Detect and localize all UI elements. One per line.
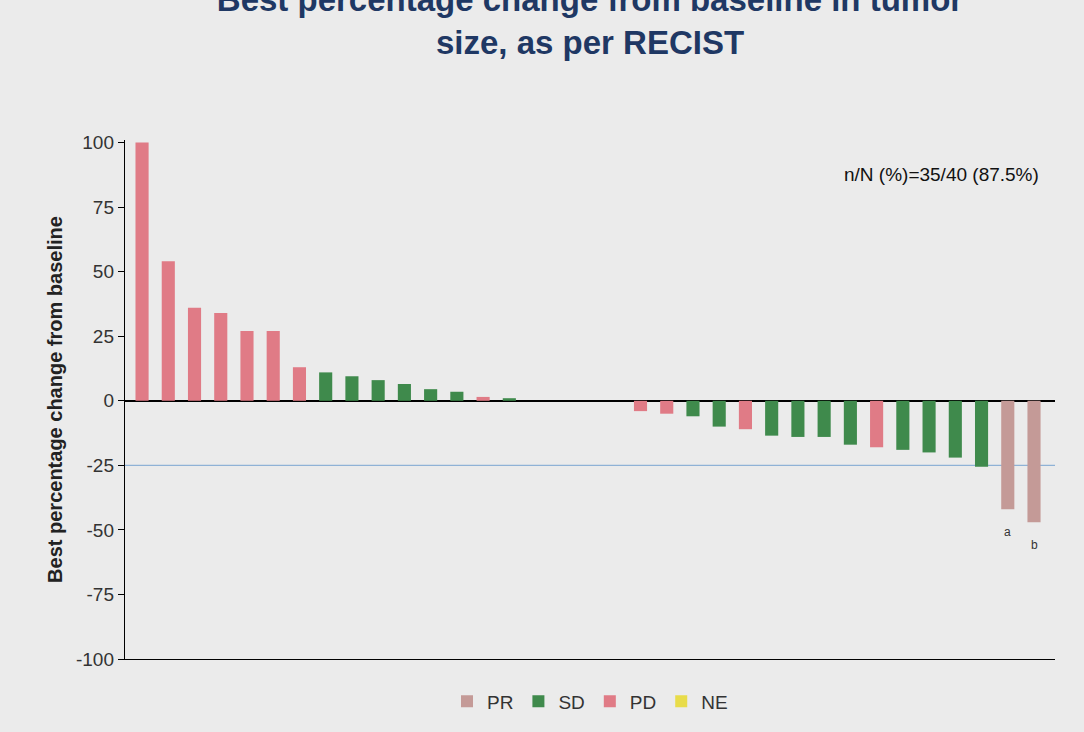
- svg-text:75: 75: [93, 197, 114, 218]
- svg-text:SD: SD: [558, 692, 584, 713]
- svg-text:-25: -25: [87, 455, 114, 476]
- svg-text:a: a: [1004, 525, 1011, 539]
- svg-text:50: 50: [93, 261, 114, 282]
- svg-text:PR: PR: [487, 692, 513, 713]
- svg-text:-50: -50: [87, 520, 114, 541]
- svg-text:-100: -100: [76, 649, 114, 670]
- svg-text:n/N (%)=35/40 (87.5%): n/N (%)=35/40 (87.5%): [844, 164, 1039, 185]
- svg-text:Best percentage change from ba: Best percentage change from baseline: [44, 216, 66, 583]
- svg-text:b: b: [1031, 538, 1038, 552]
- svg-text:NE: NE: [701, 692, 727, 713]
- svg-text:PD: PD: [630, 692, 656, 713]
- svg-text:Best percentage change from ba: Best percentage change from baseline in …: [217, 0, 964, 61]
- svg-text:0: 0: [103, 390, 114, 411]
- svg-text:100: 100: [82, 132, 114, 153]
- svg-text:25: 25: [93, 326, 114, 347]
- svg-text:-75: -75: [87, 584, 114, 605]
